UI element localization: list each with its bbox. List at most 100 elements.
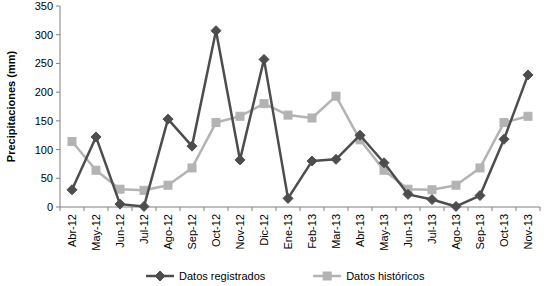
series-marker (163, 114, 173, 124)
series-marker (379, 158, 389, 168)
x-tick-label: Jun-12 (114, 214, 126, 248)
y-tick (56, 63, 60, 64)
x-tick (228, 207, 229, 211)
series-marker (355, 130, 365, 140)
x-tick-label: Ago-12 (162, 214, 174, 249)
series-line (72, 31, 528, 207)
y-tick-label: 150 (35, 115, 53, 127)
x-tick (204, 207, 205, 211)
y-tick-label: 0 (47, 201, 53, 213)
x-tick (516, 207, 517, 211)
series-marker (307, 156, 317, 166)
series-marker (212, 119, 220, 127)
series-marker (187, 141, 197, 151)
x-tick-label: Jun-13 (402, 214, 414, 248)
legend-label: Datos registrados (179, 270, 266, 282)
series-marker (67, 185, 77, 195)
x-tick (132, 207, 133, 211)
y-tick-label: 250 (35, 57, 53, 69)
series-marker (452, 181, 460, 189)
series-marker (91, 132, 101, 142)
series-marker (475, 191, 485, 201)
y-tick (56, 207, 60, 208)
x-tick-label: Oct-13 (498, 214, 510, 247)
series-marker (68, 138, 76, 146)
series-marker (260, 100, 268, 108)
series-marker (115, 199, 125, 209)
x-tick-label: May-12 (90, 214, 102, 251)
series-marker (236, 112, 244, 120)
x-tick-label: Mar-13 (330, 214, 342, 249)
legend-label: Datos históricos (346, 270, 425, 282)
series-marker (428, 186, 436, 194)
x-tick (492, 207, 493, 211)
x-tick-label: Sep-12 (186, 214, 198, 249)
x-tick (252, 207, 253, 211)
x-tick-label: May-13 (378, 214, 390, 251)
x-tick (108, 207, 109, 211)
x-tick-label: Feb-13 (306, 214, 318, 249)
y-tick (56, 92, 60, 93)
x-tick-label: Sep-13 (474, 214, 486, 249)
plot-area (67, 26, 533, 212)
x-tick (420, 207, 421, 211)
series-marker (211, 26, 221, 36)
x-tick (540, 207, 541, 211)
chart: 050100150200250300350Precipitaciones (mm… (0, 0, 546, 286)
x-tick-label: Nov-12 (234, 214, 246, 249)
y-tick (56, 6, 60, 7)
legend: Datos registrados Datos históricos (146, 270, 425, 282)
y-axis-label: Precipitaciones (mm) (5, 51, 17, 163)
y-tick-label: 350 (35, 0, 53, 12)
series-line (72, 96, 528, 190)
x-tick-label: Ene-13 (282, 214, 294, 249)
y-axis (60, 6, 61, 207)
x-tick-label: Dic-12 (258, 214, 270, 246)
x-tick-label: Jul-12 (138, 214, 150, 244)
series-marker (499, 134, 509, 144)
series-marker (524, 112, 532, 120)
x-tick (468, 207, 469, 211)
series-marker (308, 114, 316, 122)
x-tick-label: Nov-13 (522, 214, 534, 249)
y-tick (56, 178, 60, 179)
y-tick (56, 149, 60, 150)
x-tick-label: Ago-13 (450, 214, 462, 249)
x-tick-label: Jul-13 (426, 214, 438, 244)
x-tick (180, 207, 181, 211)
legend-marker (323, 272, 331, 280)
y-tick-label: 50 (41, 172, 53, 184)
series-marker (235, 155, 245, 165)
series-marker (476, 164, 484, 172)
series-marker (403, 189, 413, 199)
x-tick (372, 207, 373, 211)
x-tick (84, 207, 85, 211)
x-tick-label: Abr-12 (66, 214, 78, 247)
series-marker (284, 111, 292, 119)
x-tick-label: Oct-12 (210, 214, 222, 247)
series-marker (116, 185, 124, 193)
x-tick (348, 207, 349, 211)
series-marker (451, 201, 461, 211)
series-marker (164, 181, 172, 189)
y-tick-label: 100 (35, 144, 53, 156)
x-tick (300, 207, 301, 211)
series-marker (332, 92, 340, 100)
y-tick (56, 120, 60, 121)
series-marker (283, 193, 293, 203)
series-marker (331, 154, 341, 164)
x-tick (276, 207, 277, 211)
x-tick (396, 207, 397, 211)
y-tick (56, 34, 60, 35)
series-marker (259, 54, 269, 64)
x-tick (60, 207, 61, 211)
series-marker (500, 119, 508, 127)
series-marker (427, 195, 437, 205)
series-marker (523, 70, 533, 80)
legend-marker (155, 271, 165, 281)
x-tick (324, 207, 325, 211)
x-tick-label: Abr-13 (354, 214, 366, 247)
x-tick (444, 207, 445, 211)
series-marker (188, 164, 196, 172)
series-marker (92, 166, 100, 174)
